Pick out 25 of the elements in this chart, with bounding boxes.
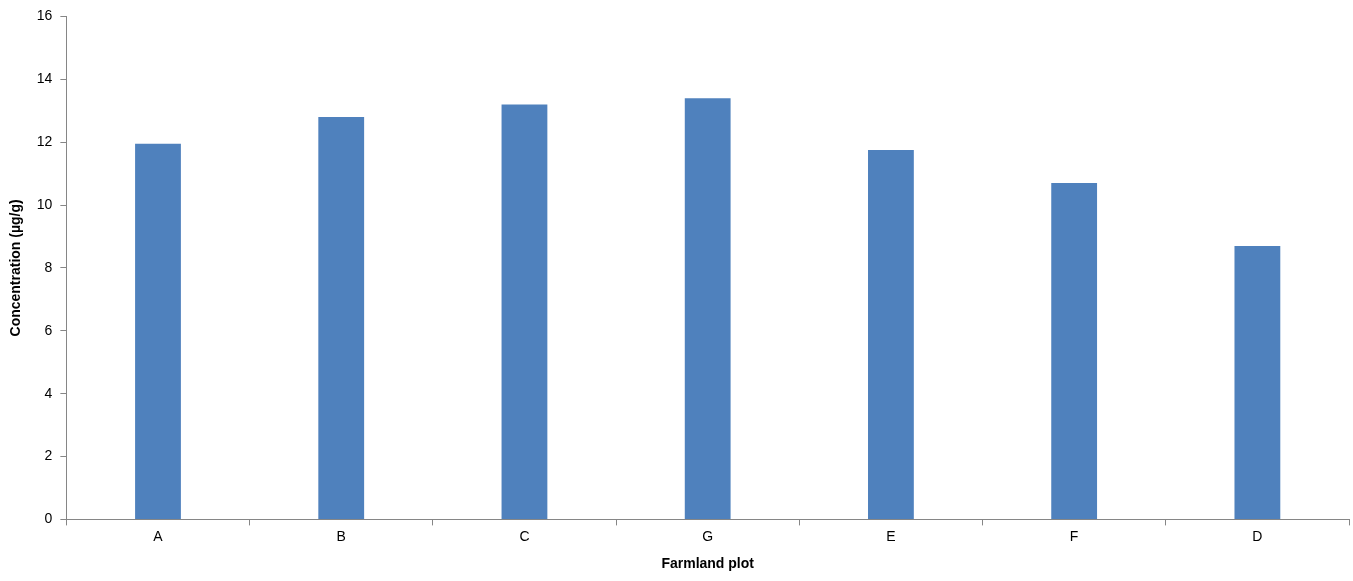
y-tick-label: 0 (44, 510, 53, 527)
y-axis-title: Concentration (µg/g) (7, 199, 24, 337)
x-tick-label: D (1252, 527, 1263, 544)
bar (501, 104, 548, 519)
y-tick-label: 14 (36, 70, 53, 87)
y-tick-label: 10 (36, 195, 53, 212)
y-tick-label: 8 (44, 258, 53, 275)
bar (1051, 183, 1098, 519)
x-tick-label: B (336, 527, 346, 544)
y-tick-label: 6 (44, 321, 53, 338)
x-tick-label: G (702, 527, 714, 544)
x-tick-label: E (886, 527, 896, 544)
x-axis-title: Farmland plot (661, 555, 755, 572)
bar (684, 98, 731, 519)
x-tick-label: C (519, 527, 530, 544)
x-tick-label: F (1069, 527, 1079, 544)
x-tick-label: A (153, 527, 164, 544)
y-tick-label: 16 (36, 7, 53, 24)
bar (1234, 245, 1281, 519)
bar (318, 117, 365, 519)
y-tick-label: 12 (36, 133, 53, 150)
y-tick-label: 2 (44, 447, 53, 464)
bar (135, 143, 181, 519)
bar (868, 150, 914, 519)
y-tick-label: 4 (44, 384, 53, 401)
